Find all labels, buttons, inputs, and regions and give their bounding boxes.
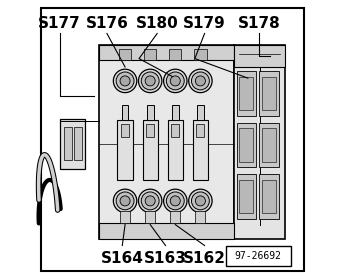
Circle shape — [170, 196, 180, 206]
Text: S164: S164 — [101, 251, 144, 266]
Bar — [239, 128, 254, 162]
Bar — [197, 124, 204, 137]
Bar — [122, 105, 128, 120]
Bar — [99, 45, 234, 239]
Bar — [237, 174, 256, 219]
Circle shape — [114, 189, 137, 213]
Bar — [239, 180, 254, 213]
Bar — [121, 124, 129, 137]
Bar — [237, 123, 256, 167]
Circle shape — [195, 76, 205, 86]
Bar — [144, 49, 156, 60]
Text: S163: S163 — [144, 251, 187, 266]
Circle shape — [166, 192, 184, 210]
Bar — [194, 49, 207, 60]
Text: S176: S176 — [86, 16, 128, 31]
Bar — [147, 105, 154, 120]
Text: S177: S177 — [38, 16, 81, 31]
Circle shape — [189, 189, 212, 213]
Bar — [193, 120, 208, 180]
Bar — [99, 45, 234, 60]
Bar — [262, 180, 276, 213]
Text: S162: S162 — [183, 251, 226, 266]
Bar — [239, 77, 254, 110]
Circle shape — [166, 72, 184, 90]
Bar — [259, 174, 278, 219]
Bar — [142, 120, 158, 180]
Text: S180: S180 — [136, 16, 178, 31]
Bar — [237, 71, 256, 116]
Circle shape — [138, 69, 162, 93]
Bar — [170, 211, 180, 223]
Circle shape — [120, 196, 130, 206]
Circle shape — [189, 69, 212, 93]
Bar — [120, 211, 130, 223]
Text: S179: S179 — [183, 16, 226, 31]
Circle shape — [164, 69, 187, 93]
Bar — [168, 120, 183, 180]
Circle shape — [145, 196, 155, 206]
Bar — [259, 71, 278, 116]
Bar — [195, 211, 205, 223]
Bar — [259, 123, 278, 167]
Text: S178: S178 — [238, 16, 280, 31]
Circle shape — [138, 189, 162, 213]
Bar — [64, 127, 71, 160]
Circle shape — [116, 192, 134, 210]
Circle shape — [120, 76, 130, 86]
Circle shape — [191, 72, 209, 90]
Bar — [117, 120, 133, 180]
Bar — [74, 127, 82, 160]
Text: 97-26692: 97-26692 — [235, 251, 282, 261]
Bar — [234, 45, 286, 239]
Bar — [226, 246, 291, 266]
Bar — [262, 128, 276, 162]
Circle shape — [191, 192, 209, 210]
Bar — [197, 105, 204, 120]
Bar — [99, 223, 234, 239]
Bar — [169, 49, 181, 60]
Circle shape — [116, 72, 134, 90]
Bar — [234, 45, 286, 67]
Circle shape — [145, 76, 155, 86]
Circle shape — [114, 69, 137, 93]
Circle shape — [195, 196, 205, 206]
Bar — [145, 211, 155, 223]
Bar — [171, 124, 179, 137]
Bar — [59, 119, 85, 169]
Bar — [146, 124, 154, 137]
Circle shape — [170, 76, 180, 86]
Circle shape — [141, 72, 159, 90]
Circle shape — [141, 192, 159, 210]
Bar — [262, 77, 276, 110]
Bar — [119, 49, 131, 60]
Circle shape — [164, 189, 187, 213]
Bar — [172, 105, 179, 120]
